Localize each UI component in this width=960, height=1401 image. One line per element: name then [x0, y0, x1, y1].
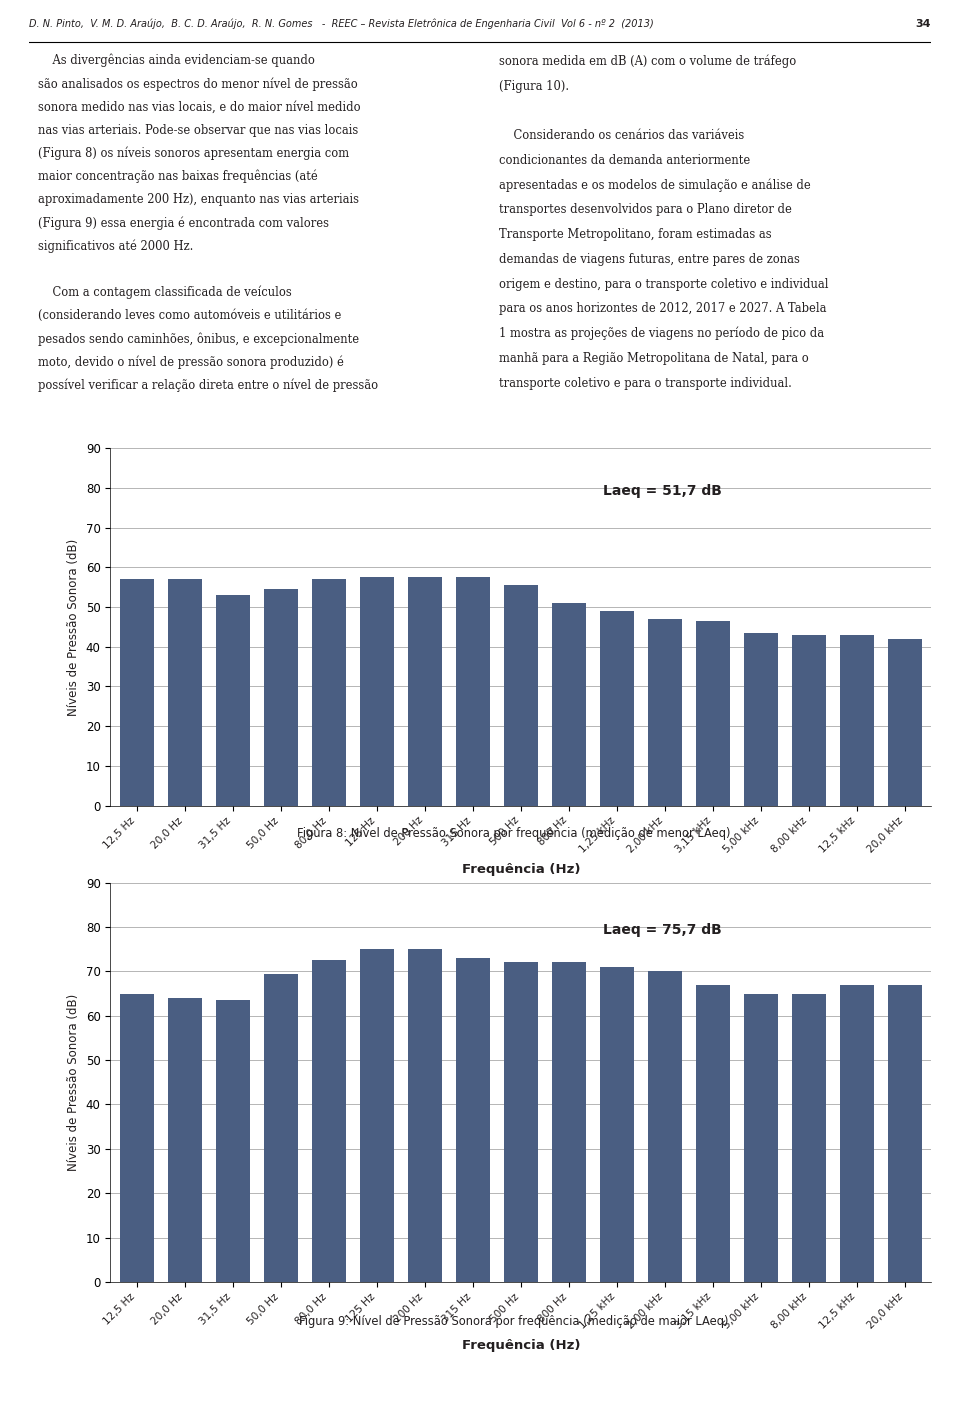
- Bar: [168, 998, 202, 1282]
- Bar: [840, 985, 874, 1282]
- Bar: [648, 619, 682, 806]
- Text: Laeq = 75,7 dB: Laeq = 75,7 dB: [603, 922, 722, 936]
- Bar: [360, 577, 394, 806]
- Bar: [696, 621, 730, 806]
- Text: apresentadas e os modelos de simulação e análise de: apresentadas e os modelos de simulação e…: [499, 178, 811, 192]
- Bar: [408, 577, 442, 806]
- Bar: [888, 985, 922, 1282]
- Text: transportes desenvolvidos para o Plano diretor de: transportes desenvolvidos para o Plano d…: [499, 203, 792, 216]
- Bar: [504, 586, 538, 806]
- Text: origem e destino, para o transporte coletivo e individual: origem e destino, para o transporte cole…: [499, 277, 828, 290]
- Text: manhã para a Região Metropolitana de Natal, para o: manhã para a Região Metropolitana de Nat…: [499, 352, 809, 364]
- Bar: [840, 635, 874, 806]
- Bar: [216, 1000, 250, 1282]
- Text: sonora medida em dB (A) com o volume de tráfego: sonora medida em dB (A) com o volume de …: [499, 55, 797, 69]
- Bar: [696, 985, 730, 1282]
- Bar: [744, 633, 778, 806]
- Text: pesados sendo caminhões, ônibus, e excepcionalmente: pesados sendo caminhões, ônibus, e excep…: [38, 332, 360, 346]
- Bar: [600, 967, 634, 1282]
- Bar: [792, 993, 826, 1282]
- X-axis label: Frequência (Hz): Frequência (Hz): [462, 1339, 580, 1352]
- Bar: [552, 602, 586, 806]
- Text: Laeq = 51,7 dB: Laeq = 51,7 dB: [603, 485, 722, 497]
- Bar: [456, 577, 490, 806]
- Bar: [600, 611, 634, 806]
- Bar: [264, 974, 298, 1282]
- Text: são analisados os espectros do menor nível de pressão: são analisados os espectros do menor nív…: [38, 77, 358, 91]
- Text: Figura 9: Nível de Pressão Sonora por frequência (medição de maior LAeq): Figura 9: Nível de Pressão Sonora por fr…: [299, 1314, 729, 1328]
- Bar: [408, 950, 442, 1282]
- Text: sonora medido nas vias locais, e do maior nível medido: sonora medido nas vias locais, e do maio…: [38, 101, 361, 113]
- Bar: [552, 962, 586, 1282]
- Text: Considerando os cenários das variáveis: Considerando os cenários das variáveis: [499, 129, 744, 142]
- Bar: [120, 580, 154, 806]
- Bar: [456, 958, 490, 1282]
- Bar: [168, 580, 202, 806]
- Text: As divergências ainda evidenciam-se quando: As divergências ainda evidenciam-se quan…: [38, 53, 315, 67]
- Text: transporte coletivo e para o transporte individual.: transporte coletivo e para o transporte …: [499, 377, 792, 389]
- Text: aproximadamente 200 Hz), enquanto nas vias arteriais: aproximadamente 200 Hz), enquanto nas vi…: [38, 193, 359, 206]
- Text: demandas de viagens futuras, entre pares de zonas: demandas de viagens futuras, entre pares…: [499, 254, 800, 266]
- Text: Transporte Metropolitano, foram estimadas as: Transporte Metropolitano, foram estimada…: [499, 228, 772, 241]
- Text: para os anos horizontes de 2012, 2017 e 2027. A Tabela: para os anos horizontes de 2012, 2017 e …: [499, 303, 827, 315]
- Y-axis label: Níveis de Pressão Sonora (dB): Níveis de Pressão Sonora (dB): [67, 538, 81, 716]
- Bar: [504, 962, 538, 1282]
- Bar: [312, 960, 346, 1282]
- Bar: [360, 950, 394, 1282]
- Text: Com a contagem classificada de veículos: Com a contagem classificada de veículos: [38, 286, 292, 300]
- Text: (Figura 9) essa energia é encontrada com valores: (Figura 9) essa energia é encontrada com…: [38, 216, 329, 230]
- Bar: [744, 993, 778, 1282]
- Text: possível verificar a relação direta entre o nível de pressão: possível verificar a relação direta entr…: [38, 378, 378, 392]
- Bar: [312, 580, 346, 806]
- Y-axis label: Níveis de Pressão Sonora (dB): Níveis de Pressão Sonora (dB): [67, 993, 81, 1171]
- Text: maior concentração nas baixas frequências (até: maior concentração nas baixas frequência…: [38, 170, 318, 184]
- Text: 34: 34: [916, 18, 931, 29]
- Text: Figura 8: Nível de Pressão Sonora por frequência (medição de menor LAeq): Figura 8: Nível de Pressão Sonora por fr…: [297, 827, 731, 841]
- Text: significativos até 2000 Hz.: significativos até 2000 Hz.: [38, 240, 194, 254]
- Bar: [648, 971, 682, 1282]
- Text: (Figura 10).: (Figura 10).: [499, 80, 569, 92]
- Text: nas vias arteriais. Pode-se observar que nas vias locais: nas vias arteriais. Pode-se observar que…: [38, 123, 359, 137]
- Text: 1 mostra as projeções de viagens no período de pico da: 1 mostra as projeções de viagens no perí…: [499, 326, 825, 340]
- Bar: [264, 590, 298, 806]
- Text: (considerando leves como automóveis e utilitários e: (considerando leves como automóveis e ut…: [38, 310, 342, 322]
- Bar: [792, 635, 826, 806]
- Bar: [216, 595, 250, 806]
- Bar: [888, 639, 922, 806]
- Bar: [120, 993, 154, 1282]
- X-axis label: Frequência (Hz): Frequência (Hz): [462, 863, 580, 876]
- Text: moto, devido o nível de pressão sonora produzido) é: moto, devido o nível de pressão sonora p…: [38, 356, 345, 368]
- Text: D. N. Pinto,  V. M. D. Araújo,  B. C. D. Araújo,  R. N. Gomes   -  REEC – Revist: D. N. Pinto, V. M. D. Araújo, B. C. D. A…: [29, 18, 654, 29]
- Text: (Figura 8) os níveis sonoros apresentam energia com: (Figura 8) os níveis sonoros apresentam …: [38, 147, 349, 160]
- Text: condicionantes da demanda anteriormente: condicionantes da demanda anteriormente: [499, 154, 751, 167]
